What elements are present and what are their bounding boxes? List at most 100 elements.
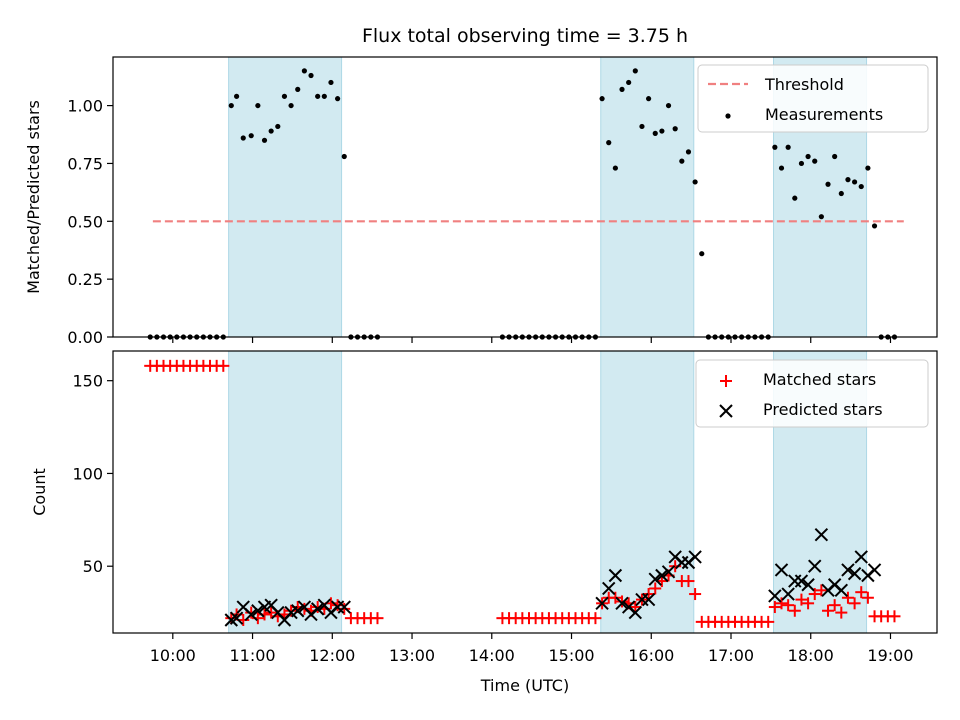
legend-threshold-label: Threshold (764, 75, 844, 94)
measurement-point (240, 135, 246, 141)
predicted-star-point (834, 583, 849, 598)
x-tick-label: 19:00 (867, 646, 913, 665)
legend-matched-label: Matched stars (763, 370, 876, 389)
measurement-point (659, 128, 665, 134)
matched-star-point (888, 610, 901, 623)
measurement-point (341, 153, 347, 160)
matched-star-point (371, 612, 384, 625)
predicted-star-point (774, 563, 789, 577)
x-tick-label: 18:00 (788, 646, 834, 665)
x-tick-label: 15:00 (548, 646, 594, 665)
predicted-star-point (628, 605, 643, 620)
predicted-star-point (608, 568, 623, 583)
predicted-star-point (655, 568, 669, 583)
measurement-point (288, 102, 294, 109)
measurement-point (798, 160, 805, 167)
matched-star-point (217, 359, 230, 372)
measurement-point (772, 144, 778, 150)
bottom-plot-frame (112, 350, 938, 634)
measurement-point (599, 96, 605, 102)
predicted-star-point (794, 574, 809, 588)
matched-star-point (782, 599, 795, 612)
predicted-star-point (854, 550, 868, 564)
matched-star-point (802, 597, 815, 610)
measurement-point (665, 102, 672, 109)
measurement-point (838, 190, 844, 197)
predicted-star-point (808, 559, 822, 573)
measurement-point (606, 140, 612, 146)
measurement-point (692, 179, 698, 185)
measurement-point (255, 102, 261, 109)
top-x-ticks (172, 337, 892, 343)
measurement-point (646, 96, 652, 102)
matched-star-point (589, 612, 602, 625)
matched-star-point (689, 588, 702, 601)
measurement-point (778, 165, 785, 171)
measurement-point (234, 93, 240, 99)
measurement-point (321, 93, 327, 99)
matched-star-point (682, 575, 695, 588)
measurement-point (672, 126, 678, 132)
bottom-x-axis-label: Time (UTC) (480, 676, 569, 695)
predicted-star-point (251, 604, 265, 618)
top-panel: 0.00 0.25 0.50 0.75 1.00 Matched/Predicted s… (24, 56, 938, 347)
predicted-star-point (768, 589, 782, 603)
predicted-star-point (244, 607, 258, 622)
bottom-y-tick-label: 150 (72, 372, 103, 391)
measurement-point (328, 79, 334, 86)
predicted-star-point (661, 565, 676, 579)
measurement-point (268, 128, 274, 134)
legend-matched-swatch (720, 375, 732, 387)
bottom-shaded-interval-1 (600, 350, 695, 634)
predicted-star-point (615, 596, 629, 611)
matched-star-point (835, 606, 848, 619)
measurement-point (679, 158, 685, 164)
measurement-point (639, 123, 645, 130)
measurement-point (301, 68, 307, 74)
predicted-star-point (229, 611, 244, 625)
measurement-point (685, 149, 692, 155)
matched-star-point (828, 599, 841, 612)
measurement-point (315, 93, 321, 99)
matched-star-point (855, 586, 868, 599)
measurement-point (845, 177, 851, 183)
predicted-star-point (648, 572, 662, 586)
measurement-point (626, 79, 632, 86)
measurement-point (335, 96, 341, 102)
bottom-y-axis-label: Count (30, 468, 49, 516)
measurement-point (865, 165, 871, 171)
predicted-star-point (602, 581, 616, 596)
matched-star-point (795, 593, 808, 606)
bottom-y-tick-label: 100 (72, 464, 103, 483)
predicted-star-point (337, 600, 351, 614)
measurement-point (858, 183, 864, 190)
predicted-star-point (688, 550, 702, 564)
legend-predicted-label: Predicted stars (763, 400, 883, 419)
predicted-star-point (781, 587, 795, 601)
measurement-point (275, 123, 281, 130)
bottom-predicted-points (224, 527, 882, 627)
matched-star-point (848, 597, 861, 610)
measurement-point (612, 165, 618, 171)
measurement-point (852, 179, 858, 185)
top-y-tick-label: 0.25 (67, 270, 103, 289)
matched-star-point (841, 591, 854, 604)
measurement-point (805, 153, 811, 160)
measurement-point (308, 72, 314, 79)
measurement-point (619, 86, 625, 92)
matched-star-point (616, 595, 629, 608)
predicted-star-point (595, 596, 609, 611)
legend-measurements-swatch (725, 113, 731, 119)
measurement-point (812, 158, 818, 164)
top-shaded-interval-1 (600, 56, 695, 338)
predicted-star-point (641, 592, 656, 607)
legend-measurements-label: Measurements (765, 105, 883, 124)
measurement-point (871, 223, 878, 229)
predicted-star-point (847, 566, 862, 581)
top-y-tick-label: 0.75 (67, 154, 103, 173)
top-plot-frame (112, 56, 938, 338)
measurement-point (825, 181, 831, 187)
x-tick-label: 10:00 (150, 646, 196, 665)
top-shaded-interval-0 (228, 56, 343, 338)
